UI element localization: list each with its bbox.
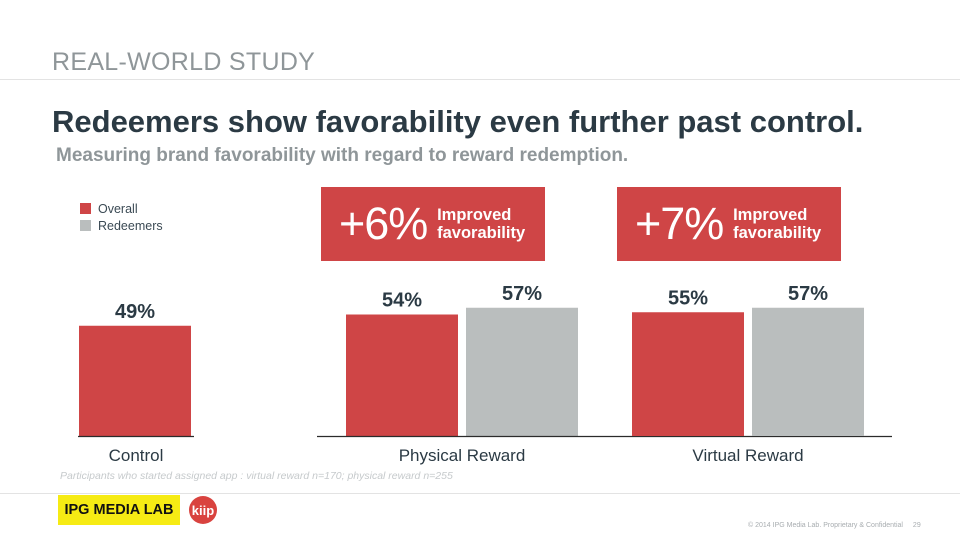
legend-label-overall: Overall [98,201,138,216]
callout-physical-text: Improved favorability [437,206,526,242]
data-label-redeemers-2: 57% [788,283,828,305]
data-label-overall-1: 54% [382,290,422,312]
callout-physical: +6% Improved favorability [321,187,545,261]
legend-swatch-redeemers [80,220,91,231]
data-label-overall-2: 55% [668,287,708,309]
page-number: 29 [912,522,921,529]
bar-overall-2 [632,312,744,436]
category-label-2: Virtual Reward [692,446,803,465]
copyright-text: © 2014 IPG Media Lab. Proprietary & Conf… [748,522,903,529]
bar-redeemers-1 [466,307,578,436]
data-label-overall-0: 49% [115,301,155,323]
ipg-logo: IPG MEDIA LAB [58,495,180,525]
category-label-1: Physical Reward [399,446,526,465]
top-divider [0,79,960,80]
legend-item-overall: Overall [80,200,163,217]
legend-swatch-overall [80,203,91,214]
data-label-redeemers-1: 57% [502,283,542,305]
callout-virtual-text: Improved favorability [733,206,822,242]
section-label: REAL-WORLD STUDY [52,48,316,76]
bar-redeemers-2 [752,307,864,436]
kiip-logo: kiip [189,496,217,524]
bar-overall-1 [346,314,458,436]
category-label-0: Control [109,446,164,465]
legend-label-redeemers: Redeemers [98,218,163,233]
bottom-divider [0,493,960,494]
legend-item-redeemers: Redeemers [80,217,163,234]
page-title: Redeemers show favorability even further… [52,104,864,139]
page-subtitle: Measuring brand favorability with regard… [56,145,629,166]
callout-virtual: +7% Improved favorability [617,187,841,261]
footnote: Participants who started assigned app : … [60,470,453,482]
bar-overall-0 [79,325,191,436]
callout-physical-value: +6% [339,198,428,249]
chart-legend: Overall Redeemers [80,200,163,234]
callout-virtual-value: +7% [635,198,724,249]
copyright: © 2014 IPG Media Lab. Proprietary & Conf… [748,522,921,529]
